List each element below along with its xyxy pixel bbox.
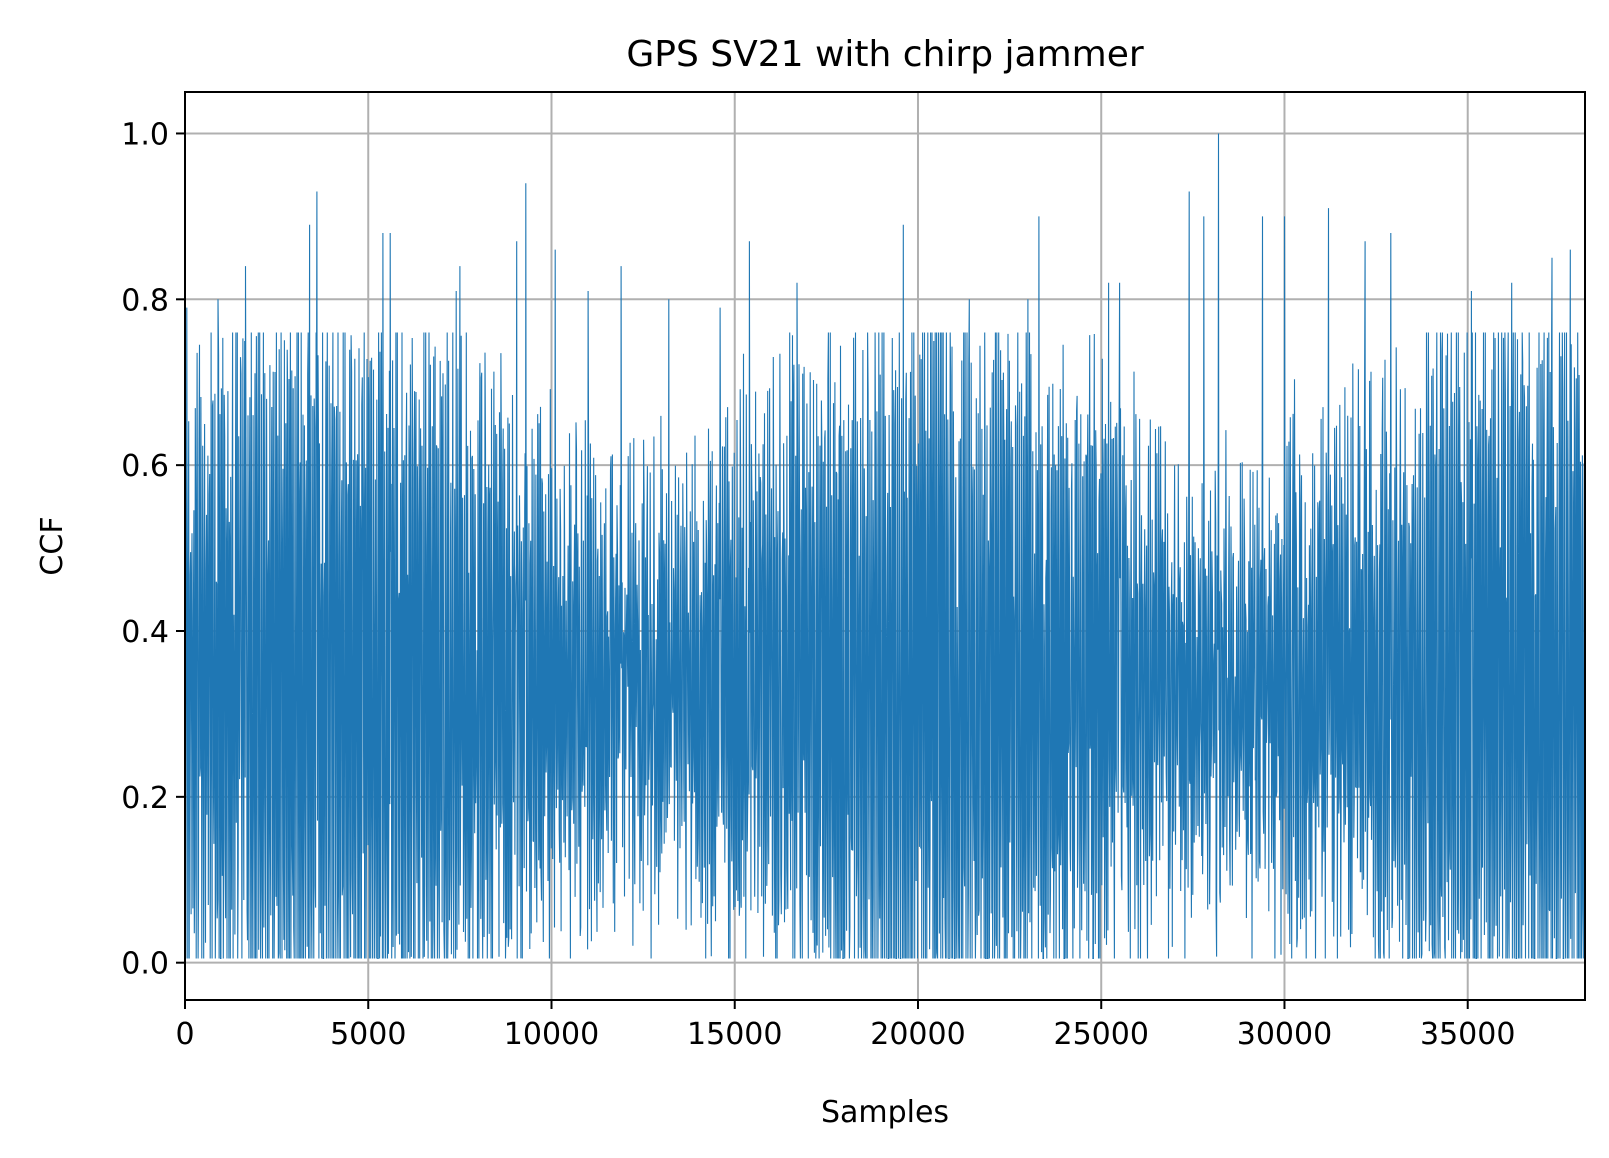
y-tick-label: 0.4 [121,615,169,650]
y-tick-label: 0.2 [121,781,169,816]
series-line [185,133,1585,960]
x-tick-label: 35000 [1420,1017,1515,1052]
x-tick-label: 30000 [1237,1017,1332,1052]
x-tick-label: 5000 [330,1017,406,1052]
y-tick-label: 0.6 [121,449,169,484]
y-tick-label: 0.0 [121,947,169,982]
x-axis: 0 5000 10000 15000 20000 25000 30000 35000 [175,1000,1515,1052]
series-ccf [185,133,1585,960]
x-tick-label: 10000 [504,1017,599,1052]
y-tick-label: 1.0 [121,117,169,152]
x-tick-label: 20000 [870,1017,965,1052]
x-tick-label: 15000 [687,1017,782,1052]
x-tick-label: 25000 [1054,1017,1149,1052]
chart-title: GPS SV21 with chirp jammer [626,34,1144,75]
plot-frame [184,91,1586,1001]
y-axis: 0.0 0.2 0.4 0.6 0.8 1.0 [121,117,185,982]
x-axis-title: Samples [821,1095,949,1130]
y-axis-title: CCF [35,516,70,575]
y-tick-label: 0.8 [121,283,169,318]
x-tick-label: 0 [175,1017,194,1052]
